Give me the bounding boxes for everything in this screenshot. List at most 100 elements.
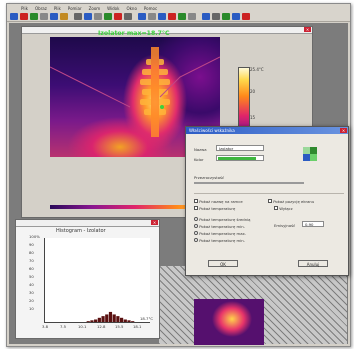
toolbar-button[interactable] [104,13,112,20]
radio-button[interactable] [194,224,198,228]
radio-button[interactable] [194,231,198,235]
close-icon[interactable]: × [151,220,158,225]
radio-label: Pokaż temperaturę max. [199,231,246,236]
ok-button[interactable]: OK [208,260,238,267]
histogram-bar [108,311,113,322]
toolbar-button[interactable] [30,13,38,20]
checkbox[interactable] [194,206,198,210]
cancel-button[interactable]: Anuluj [298,260,328,267]
toolbar-button[interactable] [148,13,156,20]
checkbox-label: Pokaż pozycję ekranu [273,199,315,204]
toolbar [7,12,350,22]
histogram-svg [86,311,135,322]
toolbar-button[interactable] [138,13,146,20]
emissivity-input[interactable]: 0.90 [302,221,324,227]
measurement-label: Izolator max=18.7°C [98,30,170,37]
x-tick-label: 3.8 [42,324,49,329]
transparency-label: Przezroczystość [194,175,225,180]
menu-item[interactable]: Plik [21,5,28,11]
app-window: Plik Obraz Plik Pomiar Zoom Widok Okno P… [6,3,351,347]
y-tick-label: 60 [29,266,34,271]
histogram-marker-label: 18.7°C [140,316,154,321]
histogram-bar [105,314,109,322]
histogram-bar [86,321,90,322]
dialog-title[interactable]: Właściwości wskaźnika [186,127,348,134]
histogram-bar [123,319,127,322]
y-tick-label: 70 [29,258,34,263]
color-select[interactable] [216,155,264,161]
toolbar-button[interactable] [202,13,210,20]
toolbar-button[interactable] [232,13,240,20]
y-tick-label: 100% [29,234,40,239]
thermal-image-window: × Izolator max=18.7°C 25.4°C 20 1 [21,26,313,218]
menu-item[interactable]: Okno [126,5,137,11]
histogram-bar [97,317,101,322]
radio-label: Pokaż temperaturę min. [199,238,245,243]
histogram-bar [112,314,116,322]
checkbox[interactable] [268,199,272,203]
scale-label: 15 [250,115,256,120]
checkbox-label: Pokaż temperaturę [199,206,236,211]
transparency-slider[interactable] [194,182,304,184]
radio-button[interactable] [194,217,198,221]
toolbar-button[interactable] [84,13,92,20]
emissivity-label: Emisyjność [274,223,296,228]
name-input[interactable]: Izolator [216,145,264,151]
palette-strip [50,205,220,209]
toolbar-button[interactable] [60,13,68,20]
histogram-plot [44,238,150,323]
color-swatch [218,157,256,160]
checkbox[interactable] [194,199,198,203]
histogram-title: Histogram - Izolator [56,228,106,234]
window-title-bar[interactable] [22,27,312,34]
x-tick-label: 7.5 [60,324,67,329]
toolbar-button[interactable] [178,13,186,20]
y-tick-label: 50 [29,274,34,279]
radio-label: Pokaż temperaturę min. [199,224,245,229]
menu-bar: Plik Obraz Plik Pomiar Zoom Widok Okno P… [7,4,350,12]
toolbar-button[interactable] [168,13,176,20]
histogram-bar [101,316,105,322]
x-tick-label: 18.1 [133,324,142,329]
toolbar-button[interactable] [124,13,132,20]
window-title-bar[interactable] [16,220,159,227]
histogram-bar [116,316,120,322]
menu-item[interactable]: Widok [107,5,120,11]
scale-label: 20 [250,89,256,94]
toolbar-button[interactable] [74,13,82,20]
x-tick-label: 10.1 [78,324,87,329]
y-tick-label: 10 [29,306,34,311]
properties-dialog: Właściwości wskaźnika × Nazwa Izolator K… [185,126,349,276]
toolbar-button[interactable] [20,13,28,20]
color-label: Kolor [194,157,204,162]
histogram-bar [94,319,98,322]
checkbox[interactable] [274,206,278,210]
menu-item[interactable]: Plik [53,5,61,11]
histogram-bar [131,321,135,322]
x-tick-label: 15.5 [115,324,124,329]
toolbar-button[interactable] [222,13,230,20]
toolbar-button[interactable] [94,13,102,20]
close-icon[interactable]: × [304,27,311,32]
histogram-bar [90,320,94,322]
toolbar-button[interactable] [10,13,18,20]
histogram-bar [119,317,124,322]
toolbar-button[interactable] [188,13,196,20]
name-label: Nazwa [194,147,207,152]
radio-button[interactable] [194,238,198,242]
toolbar-button[interactable] [242,13,250,20]
radio-label: Pokaż temperaturę średnią [199,217,251,222]
thermal-inset [194,299,264,345]
checkbox-label: Pokaż nazwę na ramce [199,199,243,204]
y-tick-label: 40 [29,282,34,287]
menu-item[interactable]: Pomiar [67,5,82,11]
toolbar-button[interactable] [50,13,58,20]
toolbar-button[interactable] [40,13,48,20]
menu-item[interactable]: Zoom [88,5,101,11]
toolbar-button[interactable] [114,13,122,20]
menu-item[interactable]: Obraz [34,5,47,11]
close-icon[interactable]: × [340,128,347,133]
toolbar-button[interactable] [212,13,220,20]
menu-item[interactable]: Pomoc [143,5,158,11]
toolbar-button[interactable] [158,13,166,20]
